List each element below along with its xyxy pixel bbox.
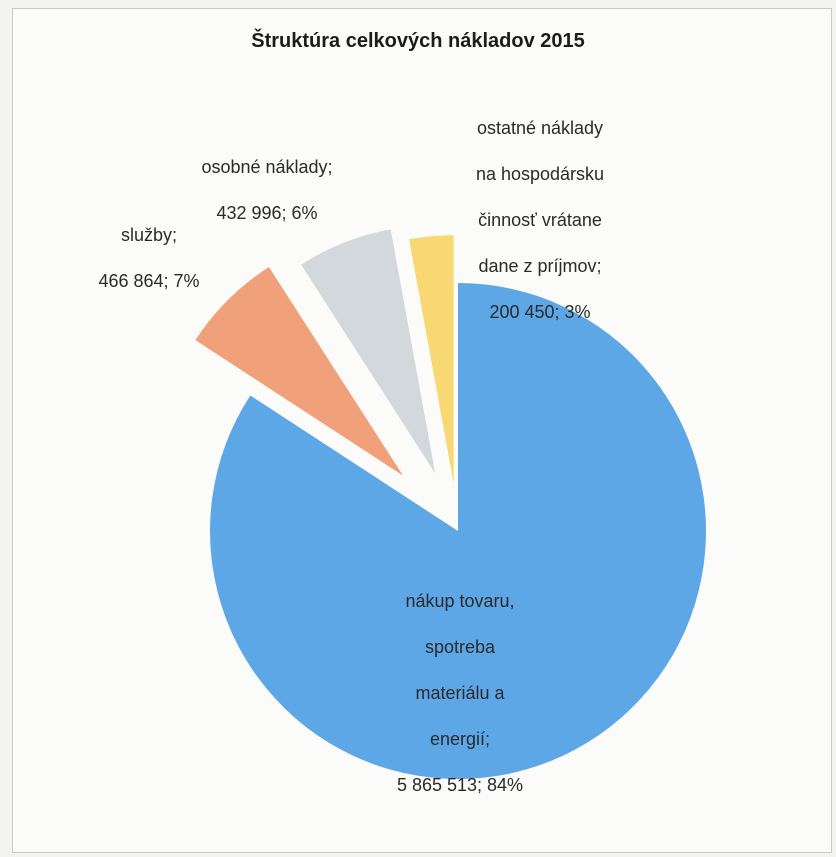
pie-slice-personnel [301,229,436,474]
slice-label-other-line-4: dane z príjmov; [478,256,602,276]
pie-slice-goods-materials-energy [209,283,707,779]
slice-label-personnel: osobné náklady; 432 996; 6% [182,133,352,248]
slice-label-other-line-3: činnosť vrátane [478,210,602,230]
slice-value-services: 466 864; 7% [98,271,200,291]
slice-value-personnel: 432 996; 6% [216,203,318,223]
slice-label-personnel-line-1: osobné náklady; [201,157,333,177]
slice-label-services: služby; 466 864; 7% [74,201,224,316]
slice-label-goods-line-4: energií; [429,729,491,749]
chart-title: Štruktúra celkových nákladov 2015 [251,30,585,52]
pie-slice-other-costs [409,235,454,484]
slice-label-goods-materials-energy: nákup tovaru, spotreba materiálu a energ… [355,567,565,820]
slice-label-other-line-1: ostatné náklady [476,118,604,138]
slice-value-other: 200 450; 3% [489,302,591,322]
slice-label-goods-line-1: nákup tovaru, [405,591,515,611]
pie-slice-services [195,267,404,476]
slice-label-goods-line-2: spotreba [424,637,496,657]
slice-label-goods-line-3: materiálu a [415,683,505,703]
slice-label-other-line-2: na hospodársku [475,164,605,184]
slice-label-services-line-1: služby; [120,225,178,245]
slice-label-other-costs: ostatné náklady na hospodársku činnosť v… [440,94,640,347]
slice-value-goods: 5 865 513; 84% [396,775,524,795]
